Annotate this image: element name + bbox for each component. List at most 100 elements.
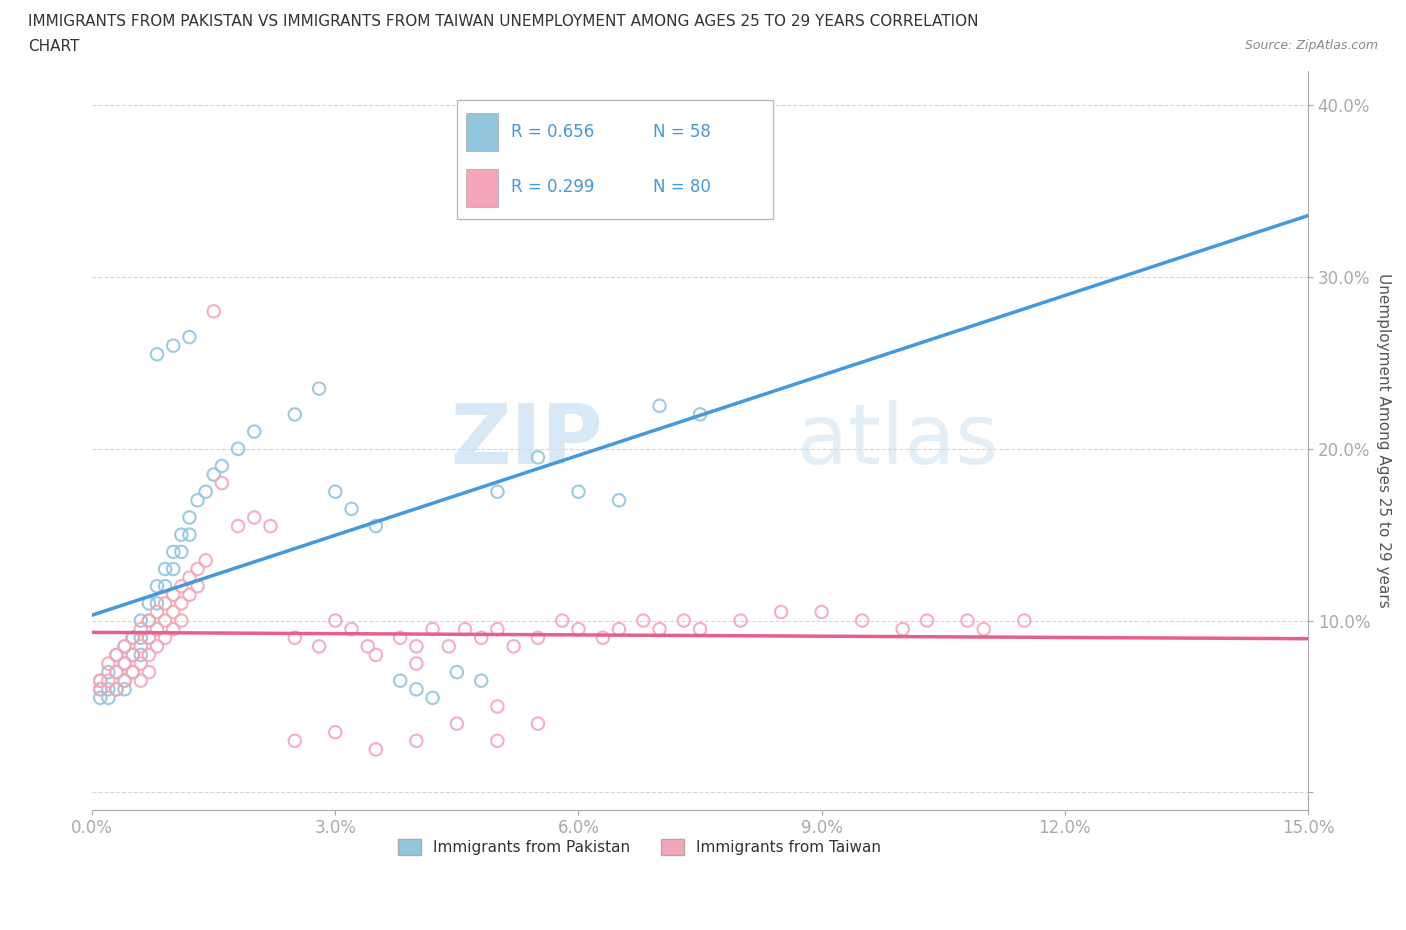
Point xyxy=(179,570,201,585)
Point xyxy=(243,424,266,439)
Point xyxy=(170,527,193,542)
Point xyxy=(284,631,307,645)
Point xyxy=(121,665,143,680)
Text: ZIP: ZIP xyxy=(450,400,603,481)
Point xyxy=(121,647,143,662)
Point xyxy=(153,631,176,645)
Point xyxy=(486,485,509,499)
Point xyxy=(105,682,128,697)
Point xyxy=(179,510,201,525)
Point xyxy=(187,493,209,508)
Point xyxy=(97,673,120,688)
Point xyxy=(162,544,184,559)
Point xyxy=(170,613,193,628)
Point xyxy=(973,622,995,637)
Point xyxy=(129,673,152,688)
Point xyxy=(437,639,460,654)
Point xyxy=(114,673,136,688)
Point xyxy=(527,631,550,645)
Point xyxy=(226,519,249,534)
Point xyxy=(129,631,152,645)
Point xyxy=(121,665,143,680)
Point xyxy=(405,639,427,654)
Point xyxy=(146,578,169,593)
Point xyxy=(323,485,346,499)
Point xyxy=(121,647,143,662)
Point xyxy=(162,588,184,603)
Point xyxy=(129,622,152,637)
Point xyxy=(607,166,630,181)
Point xyxy=(308,381,330,396)
Point xyxy=(633,613,655,628)
Text: IMMIGRANTS FROM PAKISTAN VS IMMIGRANTS FROM TAIWAN UNEMPLOYMENT AMONG AGES 25 TO: IMMIGRANTS FROM PAKISTAN VS IMMIGRANTS F… xyxy=(28,14,979,29)
Point xyxy=(915,613,938,628)
Point xyxy=(89,682,111,697)
Point xyxy=(592,631,614,645)
Point xyxy=(162,562,184,577)
Point xyxy=(567,485,589,499)
Point xyxy=(105,647,128,662)
Point xyxy=(89,690,111,705)
Point xyxy=(454,622,477,637)
Point xyxy=(567,622,589,637)
Point xyxy=(114,639,136,654)
Point xyxy=(211,475,233,490)
Point xyxy=(138,596,160,611)
Point xyxy=(162,622,184,637)
Point xyxy=(153,578,176,593)
Point xyxy=(89,673,111,688)
Point xyxy=(187,562,209,577)
Point xyxy=(340,622,363,637)
Point xyxy=(129,647,152,662)
Point xyxy=(357,639,380,654)
Point xyxy=(243,510,266,525)
Point xyxy=(689,622,711,637)
Point xyxy=(648,622,671,637)
Point xyxy=(170,544,193,559)
Point xyxy=(105,665,128,680)
Point xyxy=(340,501,363,516)
Point xyxy=(114,656,136,671)
Point xyxy=(607,622,630,637)
Point xyxy=(446,665,468,680)
Point xyxy=(389,631,412,645)
Point xyxy=(138,613,160,628)
Point xyxy=(405,682,427,697)
Point xyxy=(323,724,346,739)
Point xyxy=(956,613,979,628)
Point xyxy=(162,604,184,619)
Point xyxy=(97,656,120,671)
Point xyxy=(194,485,217,499)
Point xyxy=(97,682,120,697)
Point xyxy=(405,734,427,749)
Legend: Immigrants from Pakistan, Immigrants from Taiwan: Immigrants from Pakistan, Immigrants fro… xyxy=(392,832,887,861)
Point xyxy=(486,622,509,637)
Point xyxy=(105,665,128,680)
Point xyxy=(486,734,509,749)
Point xyxy=(153,613,176,628)
Point xyxy=(770,604,793,619)
Point xyxy=(97,665,120,680)
Point xyxy=(486,699,509,714)
Point xyxy=(446,716,468,731)
Point xyxy=(153,596,176,611)
Point xyxy=(97,690,120,705)
Point xyxy=(121,631,143,645)
Point xyxy=(810,604,832,619)
Point xyxy=(364,742,387,757)
Point xyxy=(527,716,550,731)
Point xyxy=(422,622,444,637)
Point xyxy=(364,647,387,662)
Text: Source: ZipAtlas.com: Source: ZipAtlas.com xyxy=(1244,39,1378,52)
Point xyxy=(89,682,111,697)
Point xyxy=(105,682,128,697)
Point xyxy=(129,656,152,671)
Point xyxy=(146,596,169,611)
Point xyxy=(146,622,169,637)
Point xyxy=(389,673,412,688)
Point xyxy=(284,407,307,422)
Point xyxy=(179,588,201,603)
Point xyxy=(470,631,492,645)
Point xyxy=(891,622,914,637)
Point xyxy=(138,613,160,628)
